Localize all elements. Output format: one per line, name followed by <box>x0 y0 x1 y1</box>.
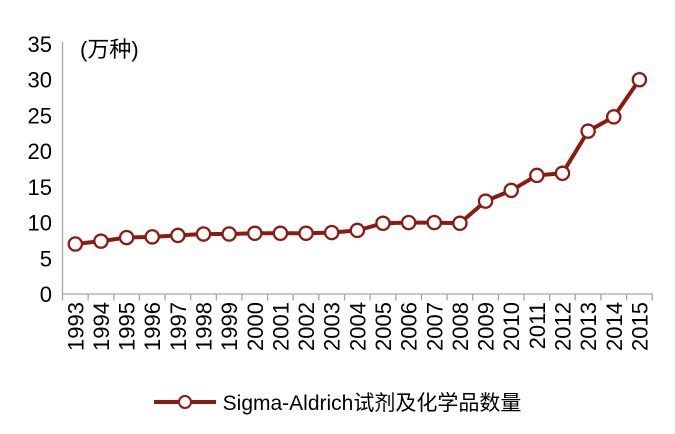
x-tick-label: 2003 <box>320 302 345 351</box>
y-axis-unit-label: (万种) <box>80 37 139 62</box>
data-point <box>195 226 212 242</box>
x-tick-label: 1999 <box>217 302 242 351</box>
x-tick-label: 1997 <box>166 302 191 351</box>
data-point <box>298 225 314 242</box>
x-tick-label: 2009 <box>474 302 499 351</box>
data-line <box>75 78 642 246</box>
y-tick-label: 30 <box>28 68 52 93</box>
y-tick-label: 10 <box>28 211 52 236</box>
data-point <box>631 71 648 88</box>
data-point <box>144 229 160 245</box>
x-tick-label: 2006 <box>397 302 422 351</box>
x-tick-label: 2014 <box>602 302 627 351</box>
x-tick-label: 2010 <box>499 302 524 351</box>
data-point <box>554 165 571 182</box>
x-tick-label: 2007 <box>422 302 447 351</box>
x-tick-label: 1998 <box>192 302 217 351</box>
y-tick-label: 20 <box>28 139 52 164</box>
data-point <box>221 226 237 242</box>
y-tick-label: 15 <box>28 175 52 200</box>
x-tick-label: 2004 <box>345 302 370 351</box>
data-point <box>580 123 596 139</box>
data-point <box>118 229 135 246</box>
x-tick-label: 2013 <box>576 302 601 351</box>
data-point <box>529 167 545 184</box>
data-point <box>400 214 417 231</box>
data-point <box>375 215 391 232</box>
x-tick-label: 1996 <box>140 302 165 351</box>
x-tick-label: 2008 <box>448 302 473 351</box>
x-tick-label: 2001 <box>268 302 293 351</box>
y-tick-label: 35 <box>28 32 52 57</box>
x-tick-label: 1994 <box>89 302 114 351</box>
data-point <box>93 233 109 249</box>
x-tick-label: 1995 <box>115 302 140 351</box>
data-point <box>272 225 289 242</box>
x-tick-label: 2011 <box>525 302 550 349</box>
legend-line-swatch <box>153 395 216 409</box>
data-point <box>247 225 263 242</box>
legend-open-circle-marker <box>177 395 192 409</box>
x-tick-label: 2015 <box>627 302 652 351</box>
data-point <box>503 182 519 199</box>
x-tick-label: 2005 <box>371 302 396 351</box>
data-point <box>323 224 340 241</box>
data-point <box>67 236 84 252</box>
x-tick-label: 2000 <box>243 302 268 351</box>
data-point <box>606 109 622 125</box>
y-tick-label: 25 <box>28 103 52 128</box>
data-point <box>349 222 366 239</box>
data-point <box>170 227 186 244</box>
data-point <box>452 215 468 232</box>
y-tick-label: 0 <box>40 282 52 307</box>
data-point <box>426 214 443 231</box>
x-tick-label: 1993 <box>63 302 88 351</box>
x-tick-label: 2012 <box>550 302 575 351</box>
x-tick-label: 2002 <box>294 302 319 351</box>
y-tick-label: 5 <box>40 246 52 271</box>
data-point <box>477 193 494 209</box>
legend-series-label: Sigma-Aldrich试剂及化学品数量 <box>222 392 522 415</box>
legend: Sigma-Aldrich试剂及化学品数量 <box>0 387 675 417</box>
